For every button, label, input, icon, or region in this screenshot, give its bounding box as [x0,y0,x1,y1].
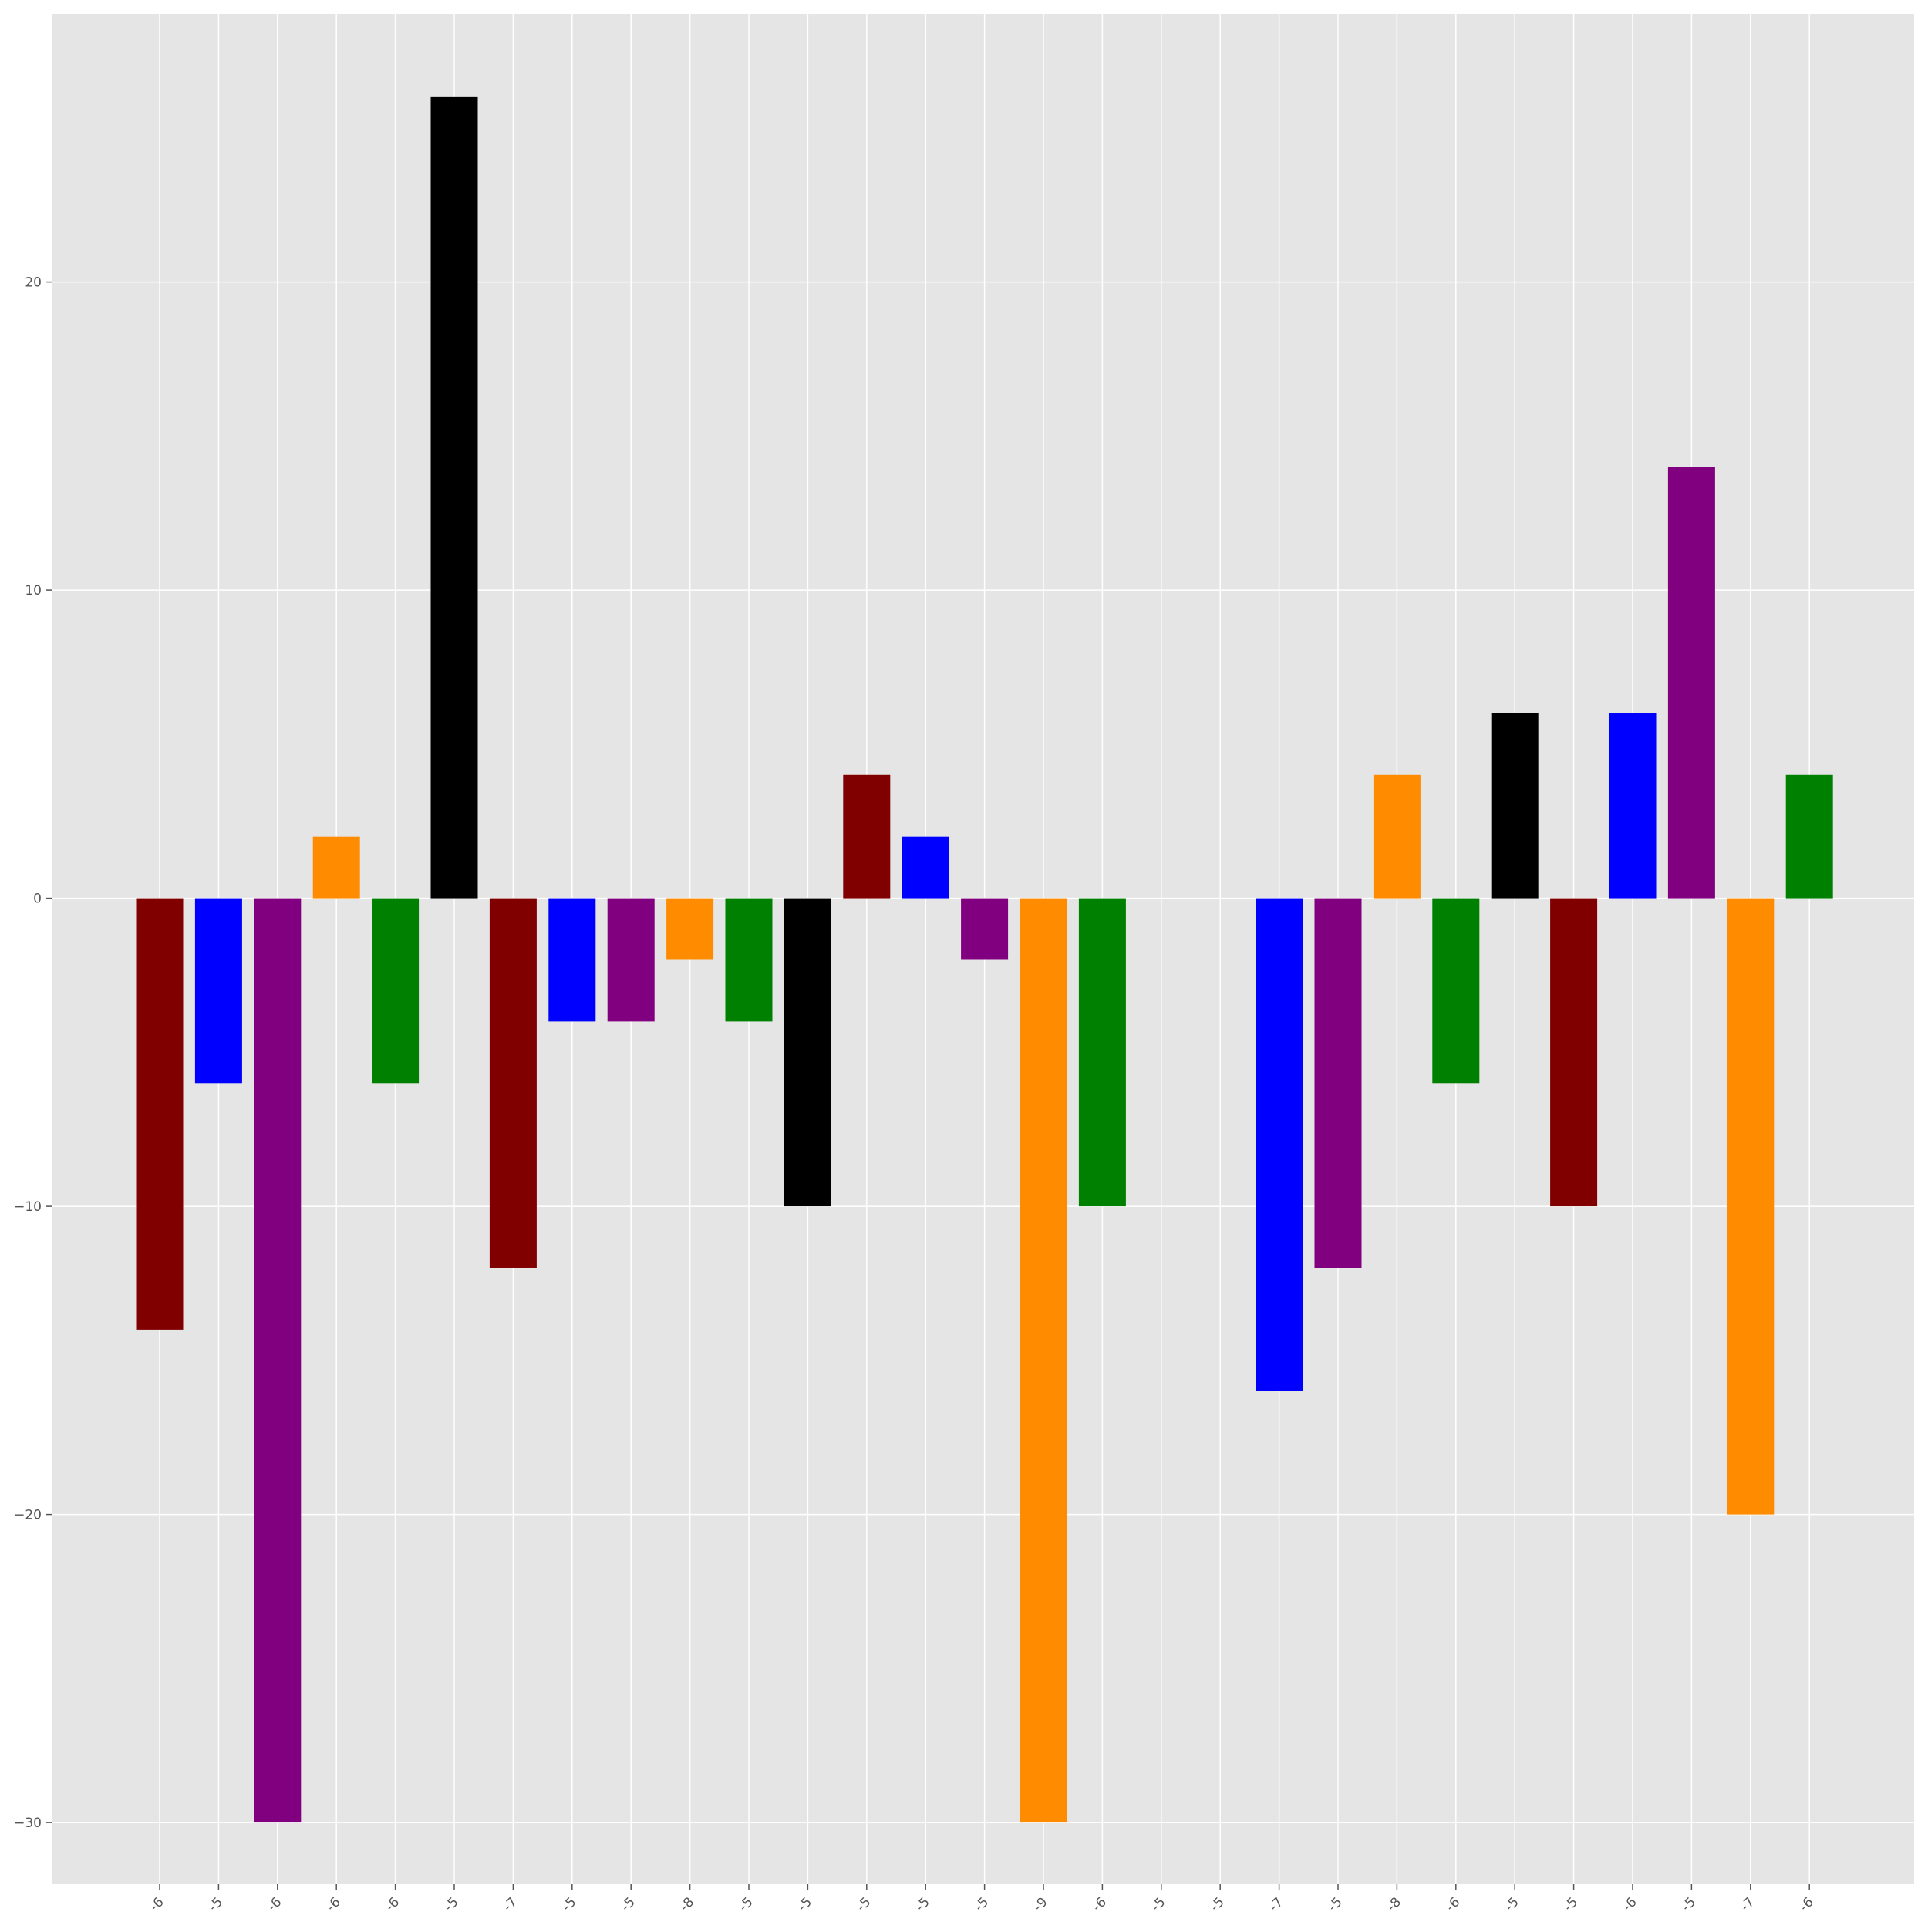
x-tick-label: -7 [501,1894,521,1914]
x-tick-label: -5 [1208,1894,1228,1914]
bar [961,898,1009,960]
bar [194,898,242,1084]
x-tick-label: -5 [913,1894,933,1914]
bars [136,96,1833,1823]
bar [1609,713,1657,899]
x-tick-label: -6 [265,1894,285,1914]
x-tick-label: -5 [854,1894,874,1914]
bar [548,898,596,1022]
x-tick-label: -6 [1090,1894,1110,1914]
bar [1256,898,1303,1391]
bar [1727,898,1775,1515]
x-tick-label: -5 [1561,1894,1581,1914]
y-tick-label: −30 [14,1816,42,1831]
x-tick-label: -6 [1620,1894,1640,1914]
x-axis-ticks: -6 -5 -6 -6 -6 -5 -7 -5 -5 -8 -5 -5 -5 -5 -5 -9 -6 -5 -5 -7… [147,1884,1817,1915]
x-tick-label: -6 [147,1894,167,1914]
bar [489,898,537,1268]
bar [1491,713,1539,899]
y-tick-label: 20 [25,275,42,291]
x-tick-label: -5 [736,1894,756,1914]
bar [1667,467,1715,899]
x-tick-label: -6 [1797,1894,1817,1914]
bar [430,96,478,899]
bar [1785,774,1833,899]
bar [607,898,655,1022]
x-tick-label: -5 [441,1894,461,1914]
x-tick-label: -5 [559,1894,579,1914]
bar [902,836,949,899]
x-tick-label: -5 [1502,1894,1522,1914]
bar [254,898,302,1823]
bar [1373,774,1421,899]
x-tick-label: -8 [1384,1894,1404,1914]
y-tick-label: −10 [14,1199,42,1215]
x-tick-label: -7 [1738,1894,1758,1914]
y-axis-ticks: −30 −20 −10 0 10 20 [14,275,52,1831]
bar [312,836,360,899]
bar [784,898,831,1207]
x-tick-label: -5 [619,1894,639,1914]
x-tick-label: -6 [1443,1894,1463,1914]
x-tick-label: -5 [1148,1894,1168,1914]
y-tick-label: 10 [25,583,42,598]
bar [1078,898,1126,1207]
x-tick-label: -7 [1266,1894,1286,1914]
bar [1550,898,1598,1207]
x-tick-label: -5 [206,1894,226,1914]
x-tick-label: -6 [324,1894,344,1914]
bar [1314,898,1362,1268]
x-tick-label: -5 [972,1894,992,1914]
y-tick-label: −20 [14,1508,42,1523]
x-tick-label: -5 [1325,1894,1345,1914]
x-tick-label: -8 [677,1894,697,1914]
bar [843,774,891,899]
x-tick-label: -6 [383,1894,403,1914]
x-tick-label: -5 [1679,1894,1699,1914]
bar [666,898,714,960]
y-tick-label: 0 [33,892,42,907]
bar [1020,898,1067,1823]
x-tick-label: -5 [795,1894,815,1914]
x-tick-label: -9 [1030,1894,1050,1914]
bar [1432,898,1480,1084]
bar [372,898,420,1084]
bar [725,898,773,1022]
bar [136,898,184,1330]
